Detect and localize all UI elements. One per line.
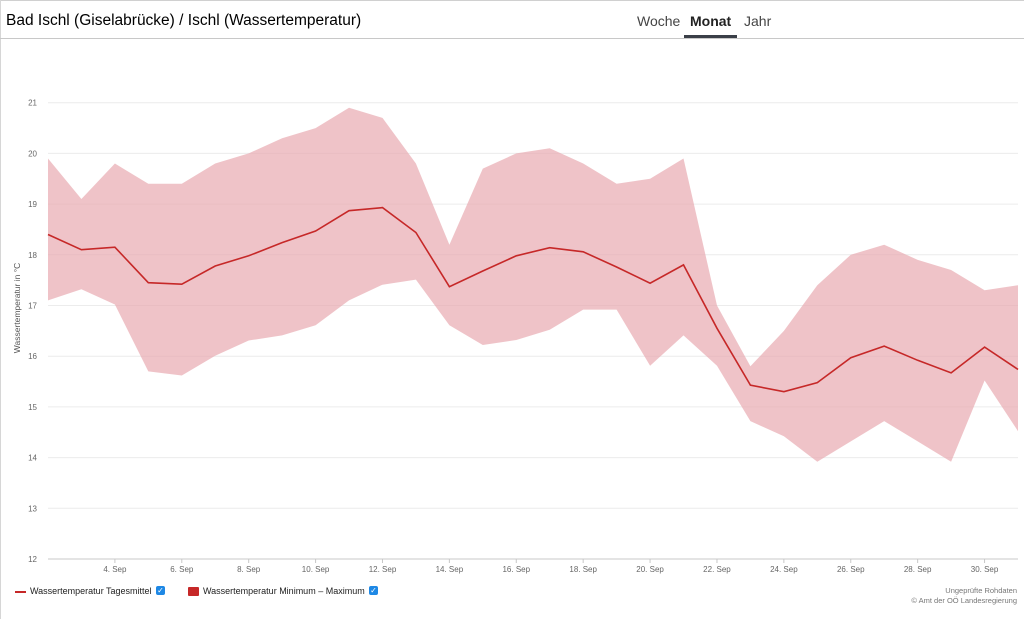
x-tick-label: 4. Sep bbox=[103, 565, 127, 574]
x-axis: 4. Sep 6. Sep 8. Sep 10. Sep 12. Sep 14. Sep 1… bbox=[103, 559, 999, 574]
x-tick-label: 22. Sep bbox=[703, 565, 731, 574]
credits-line-2: © Amt der OÖ Landesregierung bbox=[911, 596, 1017, 605]
range-area-layer bbox=[48, 107, 1018, 462]
y-tick-label: 12 bbox=[28, 555, 37, 564]
line-series-swatch bbox=[15, 591, 26, 593]
y-tick-label: 14 bbox=[28, 454, 37, 463]
tab-woche[interactable]: Woche bbox=[637, 13, 681, 29]
checkbox-checked-icon[interactable]: ✓ bbox=[156, 586, 165, 595]
window-top-border bbox=[0, 0, 1024, 1]
legend-label-mean: Wassertemperatur Tagesmittel bbox=[30, 586, 152, 596]
page-title: Bad Ischl (Giselabrücke) / Ischl (Wasser… bbox=[6, 12, 362, 29]
x-tick-label: 18. Sep bbox=[569, 565, 597, 574]
mean-line bbox=[47, 206, 1019, 393]
water-temperature-chart: 12 13 14 15 16 17 18 19 20 21 4. Sep 6. Sep 8. Sep 1… bbox=[12, 99, 1019, 574]
y-tick-label: 21 bbox=[28, 99, 37, 108]
x-tick-label: 30. Sep bbox=[971, 565, 999, 574]
window-left-border bbox=[0, 0, 1, 619]
checkbox-checked-icon[interactable]: ✓ bbox=[369, 586, 378, 595]
x-tick-label: 28. Sep bbox=[904, 565, 932, 574]
y-axis: 12 13 14 15 16 17 18 19 20 21 bbox=[28, 99, 37, 564]
y-tick-label: 16 bbox=[28, 352, 37, 361]
y-tick-label: 18 bbox=[28, 251, 37, 260]
credits: Ungeprüfte Rohdaten © Amt der OÖ Landesr… bbox=[911, 586, 1017, 606]
x-tick-label: 6. Sep bbox=[170, 565, 194, 574]
x-tick-label: 26. Sep bbox=[837, 565, 865, 574]
tab-monat[interactable]: Monat bbox=[690, 13, 732, 29]
x-tick-label: 16. Sep bbox=[502, 565, 530, 574]
mean-line-layer bbox=[47, 206, 1019, 393]
y-tick-label: 20 bbox=[28, 149, 37, 158]
y-tick-label: 17 bbox=[28, 302, 37, 311]
x-tick-label: 14. Sep bbox=[436, 565, 464, 574]
chart-header: Bad Ischl (Giselabrücke) / Ischl (Wasser… bbox=[0, 0, 1024, 39]
range-series-swatch bbox=[188, 587, 199, 596]
x-tick-label: 24. Sep bbox=[770, 565, 798, 574]
y-tick-label: 13 bbox=[28, 504, 37, 513]
x-tick-label: 8. Sep bbox=[237, 565, 261, 574]
legend-label-range: Wassertemperatur Minimum – Maximum bbox=[203, 586, 365, 596]
x-tick-label: 12. Sep bbox=[369, 565, 397, 574]
x-tick-label: 20. Sep bbox=[636, 565, 664, 574]
x-tick-label: 10. Sep bbox=[302, 565, 330, 574]
credits-line-1: Ungeprüfte Rohdaten bbox=[945, 586, 1017, 595]
active-tab-indicator bbox=[684, 35, 737, 38]
tab-jahr[interactable]: Jahr bbox=[744, 13, 772, 29]
y-tick-label: 19 bbox=[28, 200, 37, 209]
y-axis-label: Wassertemperatur in °C bbox=[12, 263, 22, 353]
y-tick-label: 15 bbox=[28, 403, 37, 412]
range-area bbox=[48, 107, 1018, 462]
